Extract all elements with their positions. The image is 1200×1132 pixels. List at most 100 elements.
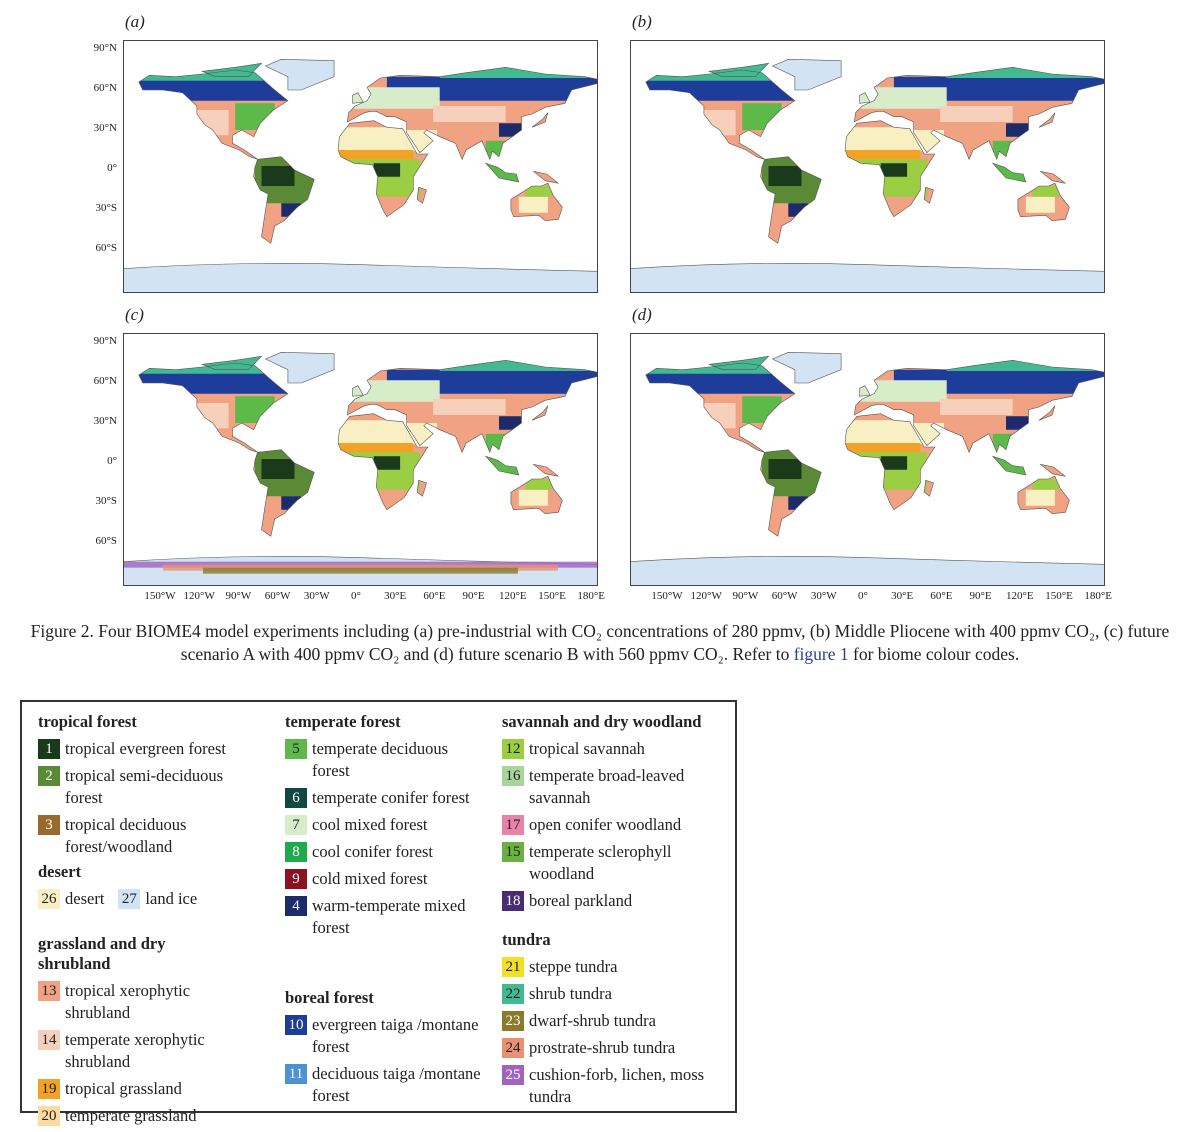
coastline xyxy=(138,69,289,160)
biome-zone xyxy=(338,420,407,443)
map-frame xyxy=(123,40,598,293)
legend-label: temperate conifer forest xyxy=(312,788,470,807)
legend-items: 21 steppe tundra 22 shrub tundra 23 dwarf-shr… xyxy=(502,956,712,1108)
biome-zone xyxy=(518,196,548,213)
lat-tick-label: 60°S xyxy=(95,535,117,547)
legend-swatch: 9 xyxy=(285,869,307,889)
biome-zone xyxy=(281,203,302,217)
legend-group: grassland and dry shrubland 13 tropical xe… xyxy=(38,934,238,1132)
legend-item: 1 tropical evergreen forest xyxy=(38,738,238,760)
coastline xyxy=(531,405,549,421)
coastline xyxy=(201,62,263,78)
biome-zone xyxy=(845,127,914,150)
legend-label: dwarf-shrub tundra xyxy=(529,1011,656,1030)
biome-zone xyxy=(195,110,229,136)
coastline xyxy=(346,359,598,454)
map xyxy=(630,333,1105,586)
legend-label: open conifer woodland xyxy=(529,815,682,834)
legend-item: 11 deciduous taiga /montane forest xyxy=(285,1063,485,1107)
legend-group-title: tundra xyxy=(502,930,551,949)
antarctica xyxy=(630,556,1105,586)
legend-swatch: 13 xyxy=(38,981,60,1001)
legend-swatch: 18 xyxy=(502,891,524,911)
coastline xyxy=(346,66,598,161)
coastline xyxy=(531,112,549,128)
lon-tick-label: 0° xyxy=(351,590,361,602)
legend-item: 26 desert xyxy=(38,888,104,910)
biome-zone xyxy=(338,127,407,150)
coastline xyxy=(923,186,934,204)
legend-item: 15 temperate sclerophyll woodland xyxy=(502,841,712,885)
legend-label: temperate xerophytic shrubland xyxy=(65,1030,205,1071)
legend-item: 24 prostrate-shrub tundra xyxy=(502,1037,712,1059)
legend-items: 13 tropical xerophytic shrubland 14 tempera… xyxy=(38,980,238,1127)
coastline xyxy=(510,475,563,515)
legend-label: deciduous taiga /montane forest xyxy=(312,1064,481,1105)
biome-zone xyxy=(1025,489,1055,506)
legend-items: 5 temperate deciduous forest 6 temperate co… xyxy=(285,738,485,939)
legend-swatch: 3 xyxy=(38,815,60,835)
legend-group-title: tropical forest xyxy=(38,712,137,731)
legend-swatch: 6 xyxy=(285,788,307,808)
lon-tick-label: 150°E xyxy=(538,590,566,602)
biome-zone xyxy=(1006,416,1029,430)
biome-zone xyxy=(485,433,526,477)
biome-zone xyxy=(235,396,275,423)
coastline xyxy=(533,464,559,477)
legend-item: 3 tropical deciduous forest/woodland xyxy=(38,814,238,858)
coastline xyxy=(1040,171,1066,184)
biome-zone xyxy=(845,443,921,453)
coastline xyxy=(859,385,871,397)
legend-label: cool conifer forest xyxy=(312,842,433,861)
biome-zone xyxy=(940,106,1013,122)
biome-zone xyxy=(1025,196,1055,213)
figure-link[interactable]: figure 1 xyxy=(793,644,849,664)
lon-tick-label: 150°W xyxy=(144,590,176,602)
legend-label: temperate deciduous forest xyxy=(312,739,449,780)
lat-tick-label: 90°N xyxy=(93,335,117,347)
lat-tick-label: 30°N xyxy=(93,122,117,134)
legend-swatch: 23 xyxy=(502,1011,524,1031)
biomes xyxy=(645,63,1105,244)
lon-tick-label: 30°E xyxy=(384,590,407,602)
legend-swatch: 7 xyxy=(285,815,307,835)
map-frame xyxy=(630,333,1105,586)
legend-swatch: 11 xyxy=(285,1064,307,1084)
legend-group: tropical forest 1 tropical evergreen fores… xyxy=(38,712,238,863)
legend-item: 14 temperate xerophytic shrubland xyxy=(38,1029,238,1073)
map xyxy=(123,40,598,293)
legend-item: 17 open conifer woodland xyxy=(502,814,712,836)
biome-zone xyxy=(992,433,1033,477)
legend-item: 23 dwarf-shrub tundra xyxy=(502,1010,712,1032)
lon-tick-label: 30°W xyxy=(303,590,330,602)
coastline xyxy=(853,66,1105,161)
legend-item: 25 cushion-forb, lichen, moss tundra xyxy=(502,1064,712,1108)
lon-tick-label: 120°W xyxy=(690,590,722,602)
legend-item: 22 shrub tundra xyxy=(502,983,712,1005)
greenland xyxy=(771,351,842,384)
legend-label: tropical semi-deciduous forest xyxy=(65,766,224,807)
lat-tick-label: 60°N xyxy=(93,82,117,94)
coastline xyxy=(510,182,563,222)
coastline xyxy=(337,413,429,511)
biome-zone xyxy=(768,459,802,479)
coastline xyxy=(760,156,822,244)
coastline xyxy=(645,362,796,453)
legend-item: 10 evergreen taiga /montane forest xyxy=(285,1014,485,1058)
legend-swatch: 16 xyxy=(502,766,524,786)
biome-zone xyxy=(702,110,736,136)
caption-text: for biome colour codes. xyxy=(848,644,1020,664)
legend-label: desert xyxy=(65,889,105,908)
legend-group-title: temperate forest xyxy=(285,712,401,731)
panel-label: (b) xyxy=(632,12,652,31)
lon-tick-label: 150°W xyxy=(651,590,683,602)
lat-tick-label: 30°N xyxy=(93,415,117,427)
legend-swatch: 12 xyxy=(502,739,524,759)
legend-label: cool mixed forest xyxy=(312,815,428,834)
biomes xyxy=(138,63,598,244)
biome-zone xyxy=(373,163,401,177)
legend-label: tropical xerophytic shrubland xyxy=(65,981,191,1022)
coastline xyxy=(352,385,364,397)
legend-label: temperate sclerophyll woodland xyxy=(529,842,672,883)
